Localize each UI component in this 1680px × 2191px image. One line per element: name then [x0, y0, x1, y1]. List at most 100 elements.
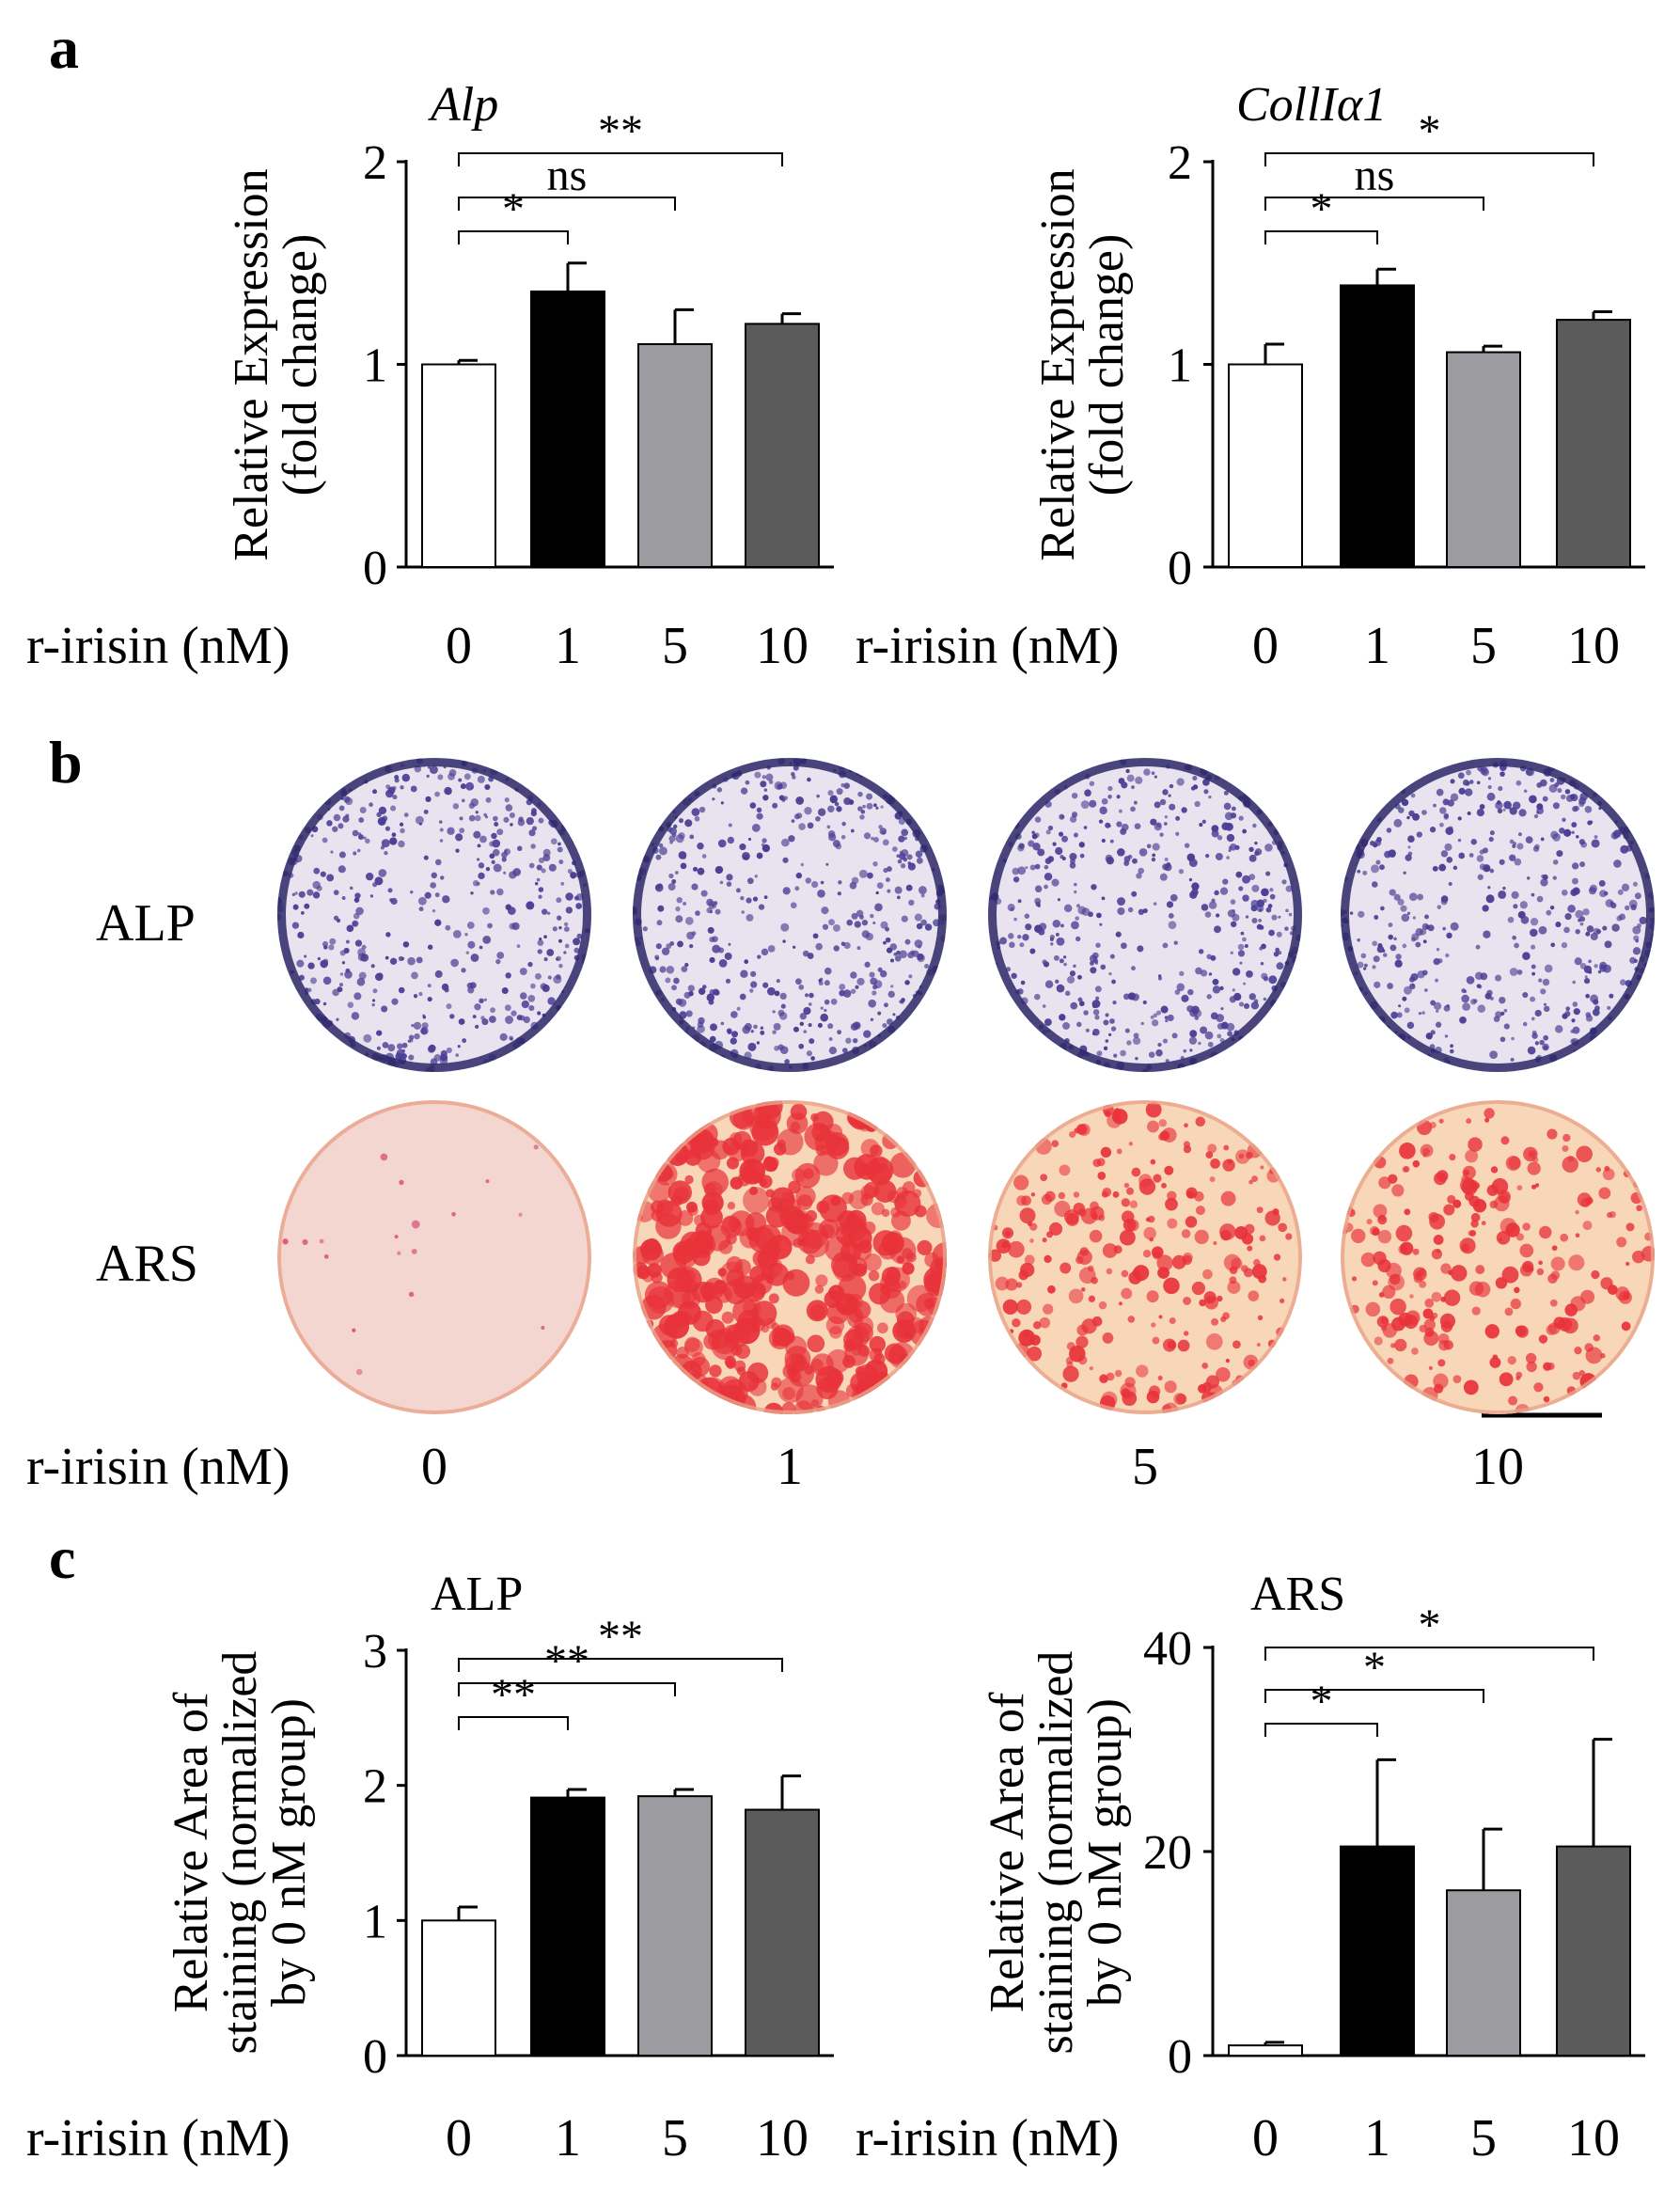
alp-stain-dot [709, 956, 715, 964]
ars-stain-spot [1123, 1182, 1130, 1189]
alp-stain-dot [1008, 933, 1014, 939]
alp-stain-dot [392, 795, 398, 800]
alp-stain-dot [344, 970, 353, 979]
ars-stain-spot [684, 1148, 702, 1166]
alp-stain-dot [1552, 802, 1560, 810]
alp-stain-dot [1384, 850, 1391, 859]
alp-stain-dot [1214, 925, 1221, 934]
alp-stain-dot [400, 828, 405, 834]
alp-stain-dot [1372, 940, 1377, 947]
alp-stain-dot [828, 1046, 838, 1055]
ars-stain-spot [1195, 1206, 1205, 1216]
ars-stain-spot [912, 1189, 922, 1198]
alp-stain-dot [536, 864, 542, 871]
ars-stain-spot [743, 1298, 761, 1317]
alp-stain-dot [656, 920, 663, 926]
alp-stain-dot [819, 977, 824, 982]
alp-stain-dot [1442, 926, 1446, 931]
alp-stain-dot [824, 967, 832, 975]
alp-stain-dot [441, 983, 449, 991]
alp-stain-dot [1402, 996, 1407, 1001]
alp-stain-dot [1482, 905, 1489, 912]
alp-stain-dot [1479, 804, 1485, 810]
alp-stain-dot [1135, 1056, 1138, 1061]
alp-stain-dot [504, 797, 510, 803]
alp-stain-dot [675, 834, 684, 843]
ars-stain-spot [1404, 1208, 1411, 1216]
alp-stain-dot [1075, 936, 1081, 942]
alp-stain-dot [557, 915, 562, 921]
alp-stain-dot [304, 954, 307, 958]
ars-stain-spot [1054, 1200, 1071, 1217]
alp-stain-dot [413, 994, 418, 999]
alp-stain-dot [840, 941, 846, 946]
x-tick-label: 10 [756, 2109, 809, 2167]
ars-stain-spot [1461, 1178, 1478, 1196]
ars-stain-spot [1051, 1140, 1060, 1148]
alp-stain-dot [353, 851, 357, 856]
alp-stain-dot [1076, 904, 1080, 908]
alp-stain-dot [774, 780, 783, 790]
alp-stain-dot [1575, 928, 1580, 935]
alp-stain-dot [1507, 916, 1515, 923]
alp-stain-dot [1633, 958, 1639, 964]
alp-stain-dot [322, 837, 328, 843]
ars-stain-spot [682, 1289, 701, 1309]
alp-stain-dot [1486, 792, 1496, 801]
alp-stain-dot [399, 1056, 403, 1061]
ars-stain-spot [803, 1168, 814, 1179]
ars-stain-spot [748, 1378, 767, 1396]
alp-stain-dot [876, 882, 884, 890]
ars-stain-spot [889, 1152, 917, 1178]
ars-stain-spot [1390, 1343, 1396, 1348]
alp-stain-dot [420, 1027, 429, 1035]
ars-well-rim [277, 1100, 591, 1414]
alp-stain-dot [477, 775, 485, 783]
ars-stain-spot [1526, 1361, 1537, 1373]
alp-stain-dot [407, 956, 416, 966]
alp-stain-dot [1205, 854, 1210, 859]
alp-stain-dot [1121, 781, 1128, 789]
ars-stain-spot [1351, 1228, 1366, 1243]
ars-stain-spot [890, 1210, 911, 1231]
alp-stain-dot [495, 958, 501, 965]
alp-stain-dot [1159, 798, 1167, 806]
alp-stain-dot [1461, 994, 1470, 1003]
alp-stain-dot [1232, 988, 1235, 992]
alp-stain-dot [570, 872, 577, 879]
alp-stain-dot [1034, 993, 1041, 1001]
alp-stain-dot [742, 1025, 751, 1034]
alp-stain-dot [1632, 947, 1641, 955]
alp-stain-dot [365, 838, 370, 844]
alp-stain-dot [410, 785, 417, 793]
alp-stain-dot [1571, 1018, 1576, 1023]
ars-stain-spot [765, 1189, 775, 1198]
alp-stain-dot [1281, 879, 1287, 885]
alp-stain-dot [1167, 1014, 1174, 1022]
ars-stain-spot [1076, 1255, 1084, 1265]
alp-stain-dot [1101, 797, 1108, 805]
alp-stain-dot [575, 903, 583, 909]
alp-stain-dot [908, 974, 913, 979]
alp-stain-dot [1042, 1004, 1046, 1008]
alp-stain-dot [394, 778, 400, 783]
ars-stain-spot [397, 1251, 401, 1255]
alp-stain-dot [323, 945, 328, 950]
alp-stain-dot [671, 985, 677, 991]
alp-stain-dot [1602, 925, 1608, 931]
alp-stain-dot [1024, 913, 1030, 919]
alp-stain-dot [747, 1042, 757, 1051]
ars-stain-spot [1205, 1332, 1223, 1350]
ars-stain-spot [1048, 1222, 1063, 1236]
significance-label: * [1363, 1643, 1386, 1693]
ars-stain-spot [703, 1277, 726, 1300]
alp-stain-dot [904, 938, 911, 945]
x-tick-label: 1 [1364, 617, 1390, 675]
alp-stain-dot [1458, 852, 1466, 859]
alp-stain-dot [1191, 888, 1199, 896]
alp-stain-dot [1489, 830, 1495, 836]
ars-stain-spot [1157, 1375, 1163, 1381]
alp-stain-dot [1215, 852, 1223, 860]
alp-stain-dot [681, 966, 688, 973]
ars-stain-spot [1279, 1298, 1285, 1303]
